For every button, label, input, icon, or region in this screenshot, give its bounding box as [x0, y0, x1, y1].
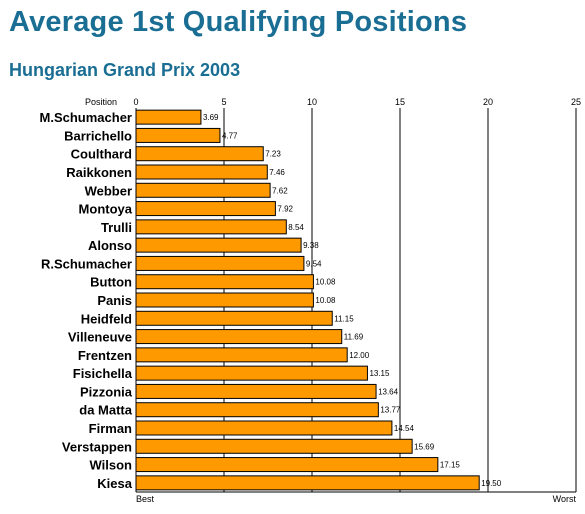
x-tick-label: 25 — [571, 97, 581, 107]
axis-end-label-worst: Worst — [553, 494, 577, 504]
x-tick-label: 0 — [133, 97, 138, 107]
value-label: 10.08 — [315, 278, 336, 287]
bar — [135, 274, 314, 290]
value-label: 7.23 — [265, 150, 281, 159]
category-label: Button — [90, 275, 132, 290]
value-label: 13.77 — [380, 406, 401, 415]
category-label: M.Schumacher — [40, 110, 132, 125]
value-label: 7.62 — [272, 186, 288, 195]
labels: 0 5 10 15 20 25 M.Schumacher 3.69 Barrichello 4.7… — [40, 97, 581, 491]
bar — [135, 420, 393, 436]
bar — [135, 402, 379, 418]
bar — [135, 109, 202, 125]
bar — [135, 457, 439, 473]
category-label: Alonso — [88, 238, 132, 253]
value-label: 7.46 — [269, 168, 285, 177]
category-label: Webber — [85, 183, 132, 198]
category-label: R.Schumacher — [41, 256, 132, 271]
category-label: Villeneuve — [68, 330, 132, 345]
bar — [135, 146, 264, 162]
x-tick-label: 15 — [395, 97, 405, 107]
value-label: 3.69 — [203, 113, 219, 122]
category-label: Raikkonen — [66, 165, 132, 180]
value-label: 12.00 — [349, 351, 370, 360]
category-label: Fisichella — [73, 366, 133, 381]
category-label: Trulli — [101, 220, 132, 235]
value-label: 13.15 — [369, 369, 390, 378]
value-label: 11.15 — [334, 314, 354, 323]
value-label: 10.08 — [315, 296, 336, 305]
bar — [135, 365, 368, 381]
category-label: Panis — [97, 293, 132, 308]
category-label: Heidfeld — [81, 311, 132, 326]
category-label: Coulthard — [71, 147, 132, 162]
bar — [135, 383, 377, 399]
chart-subtitle: Hungarian Grand Prix 2003 — [9, 60, 241, 80]
bar — [135, 219, 287, 235]
bar — [135, 292, 314, 308]
category-label: da Matta — [79, 403, 133, 418]
bars — [135, 109, 480, 491]
bar — [135, 255, 305, 271]
value-label: 14.54 — [394, 424, 415, 433]
bar — [135, 237, 302, 253]
bar — [135, 475, 480, 491]
bar — [135, 438, 413, 454]
value-label: 7.92 — [277, 205, 293, 214]
value-label: 19.50 — [481, 479, 502, 488]
x-tick-label: 5 — [221, 97, 226, 107]
category-label: Kiesa — [97, 476, 132, 491]
x-tick-label: 20 — [483, 97, 493, 107]
axis-label-position: Position — [85, 97, 117, 107]
category-label: Montoya — [79, 202, 133, 217]
value-label: 9.38 — [303, 241, 319, 250]
category-label: Pizzonia — [80, 384, 133, 399]
axis-end-label-best: Best — [136, 494, 155, 504]
bar — [135, 329, 343, 345]
value-label: 9.54 — [306, 259, 322, 268]
value-label: 8.54 — [288, 223, 304, 232]
x-tick-label: 10 — [307, 97, 317, 107]
bar — [135, 182, 271, 198]
category-label: Firman — [89, 421, 132, 436]
value-label: 15.69 — [414, 442, 435, 451]
bar — [135, 127, 221, 143]
category-label: Wilson — [90, 458, 133, 473]
value-label: 13.64 — [378, 387, 399, 396]
category-label: Frentzen — [78, 348, 132, 363]
bar — [135, 164, 268, 180]
category-label: Verstappen — [62, 439, 132, 454]
bar — [135, 310, 333, 326]
value-label: 11.69 — [344, 333, 364, 342]
bar — [135, 347, 348, 363]
chart-title: Average 1st Qualifying Positions — [9, 6, 468, 38]
category-label: Barrichello — [64, 128, 132, 143]
bar — [135, 201, 276, 217]
value-label: 17.15 — [440, 461, 461, 470]
value-label: 4.77 — [222, 131, 238, 140]
